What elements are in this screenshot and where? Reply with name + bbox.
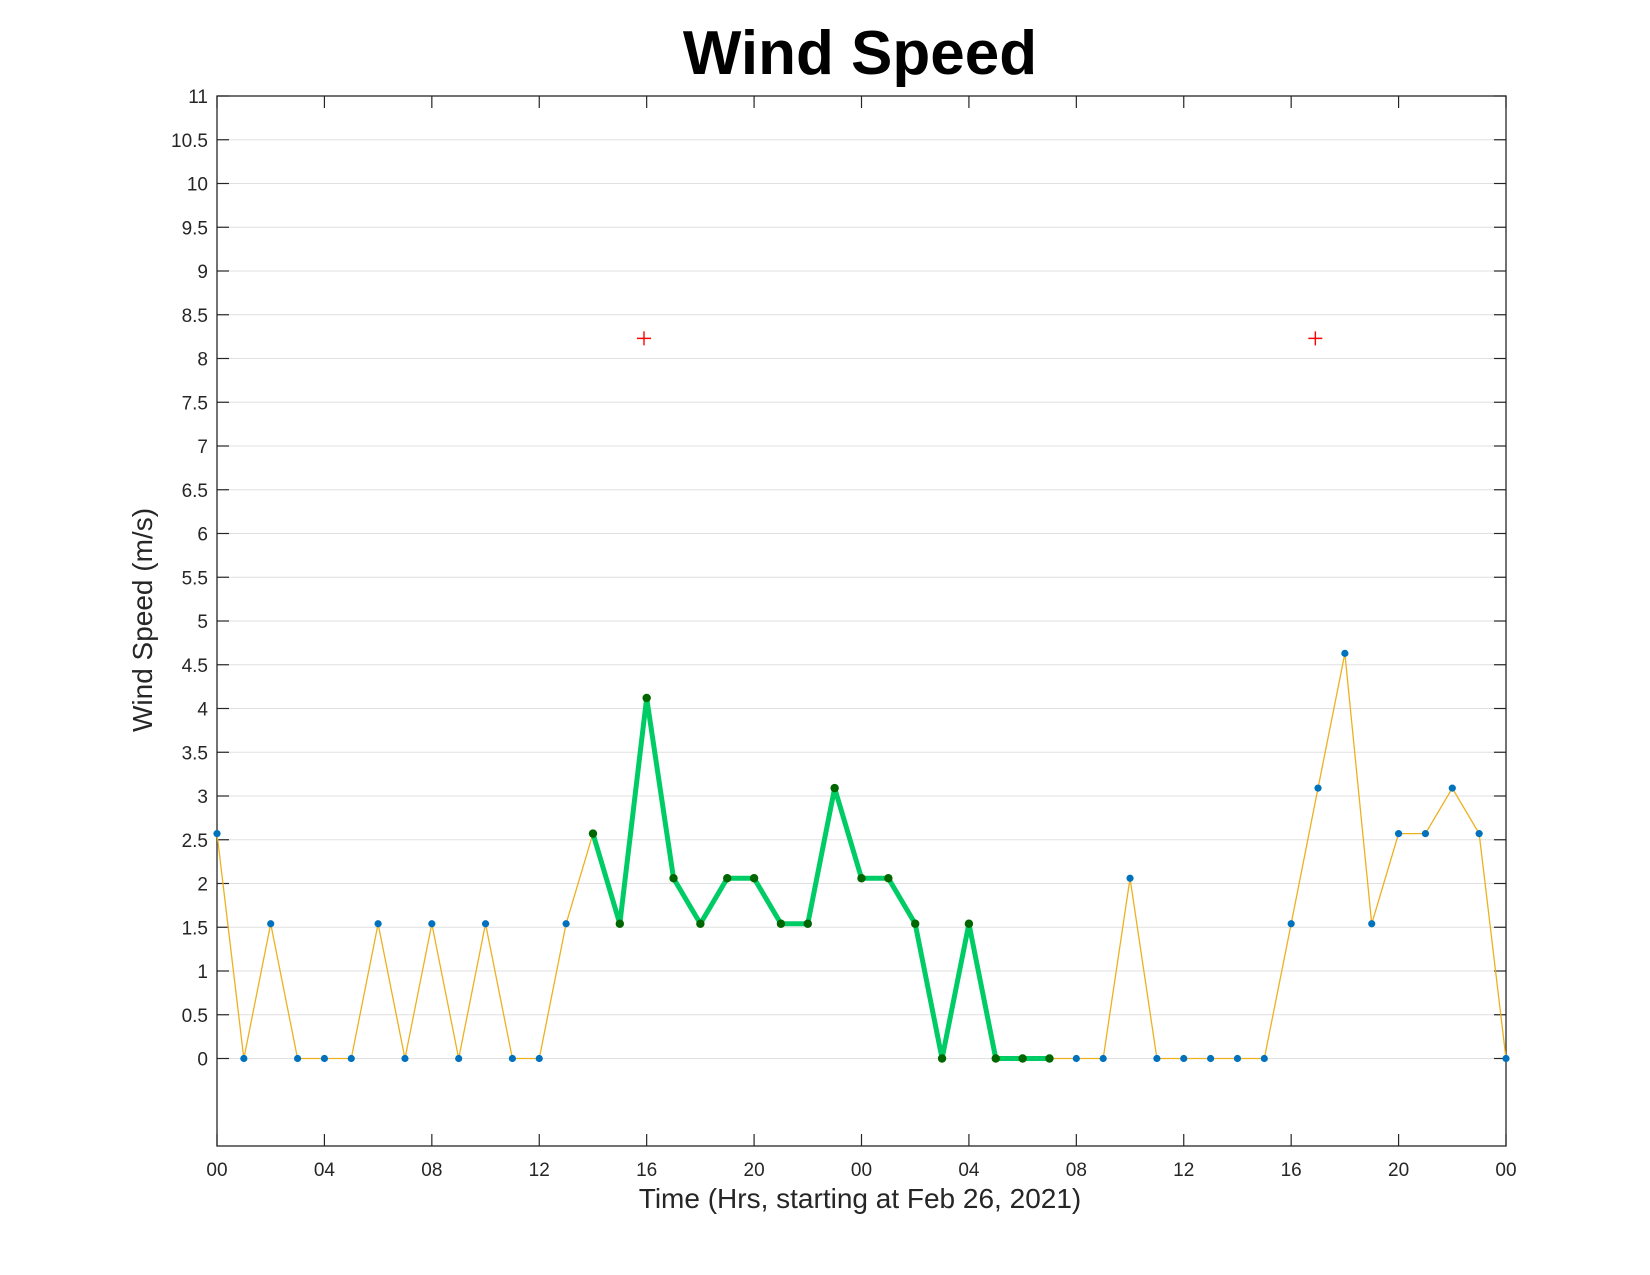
data-point [213,830,221,838]
highlight-data-point [964,919,974,928]
data-point [1072,1054,1080,1063]
data-point [401,1054,409,1063]
y-tick-label: 1 [197,962,208,983]
y-tick-label: 5 [197,612,208,633]
data-point [1233,1054,1242,1063]
y-tick-label: 4 [197,700,208,721]
highlight-data-point [1045,1054,1054,1063]
x-tick-label: 00 [206,1160,227,1181]
x-tick-label: 20 [1388,1160,1409,1181]
data-point [1099,1054,1107,1063]
data-point [1394,830,1403,838]
highlight-data-point [696,919,705,928]
y-tick-label: 2.5 [182,831,208,852]
data-point [535,1054,543,1063]
data-point [1421,830,1430,838]
data-point [240,1054,248,1063]
data-point [508,1054,516,1063]
y-tick-label: 5.5 [182,568,208,589]
y-tick-label: 8.5 [182,306,208,327]
data-point [562,920,570,928]
y-tick-label: 1.5 [182,918,208,939]
series-line-highlight [590,695,1050,1061]
data-point [455,1054,463,1063]
data-point [1260,1054,1268,1063]
y-tick-label: 4.5 [182,656,208,677]
y-tick-label: 3 [197,787,208,808]
y-tick-label: 2 [197,875,208,896]
highlight-data-point [830,783,839,793]
y-axis-label: Wind Speed (m/s) [127,508,158,732]
x-tick-label: 20 [744,1160,765,1181]
plot-area [213,331,1510,1063]
y-tick-label: 11 [188,87,208,108]
data-point [267,920,275,928]
x-tick-label: 12 [1173,1160,1194,1181]
data-point [1368,920,1376,928]
y-tick-label: 10.5 [171,131,208,152]
data-point [1448,784,1456,792]
highlight-data-point [937,1054,947,1063]
highlight-data-point [669,874,678,883]
data-point [1180,1054,1188,1063]
x-tick-label: 00 [1495,1160,1516,1181]
highlight-data-point [884,874,893,883]
highlight-data-point [642,693,651,703]
data-point [1287,920,1295,928]
y-tick-label: 3.5 [182,743,208,764]
x-tick-label: 08 [421,1160,442,1181]
x-axis-ticks: 00 04 08 12 16 20 00 04 08 12 16 20 00 [206,96,1517,1181]
x-tick-label: 16 [1281,1160,1302,1181]
y-tick-label: 9 [197,262,208,283]
highlight-data-point [588,829,598,838]
data-point [428,920,436,928]
data-point [481,920,490,928]
data-point [293,1054,302,1063]
y-tick-label: 9.5 [182,218,208,239]
highlight-data-point [749,874,759,883]
data-point [1475,830,1483,838]
y-tick-label: 7.5 [182,393,208,414]
x-tick-label: 00 [851,1160,872,1181]
y-tick-label: 6.5 [182,481,208,502]
highlight-data-point [776,919,786,928]
y-tick-label: 8 [197,350,208,371]
y-tick-label: 10 [187,175,208,196]
x-tick-label: 16 [636,1160,657,1181]
y-tick-label: 6 [197,525,208,546]
highlight-data-point [803,919,812,928]
grid-lines [217,95,1506,1059]
highlight-data-point [723,874,732,883]
data-point [1502,1054,1510,1063]
y-tick-label: 0.5 [182,1006,208,1027]
data-point [374,920,382,928]
y-tick-label: 0 [197,1050,208,1071]
data-point [1126,874,1134,882]
x-tick-label: 12 [529,1160,550,1181]
x-axis-label: Time (Hrs, starting at Feb 26, 2021) [639,1183,1081,1214]
highlight-data-point [857,874,866,883]
highlight-data-point [1018,1054,1027,1063]
data-point [1341,649,1349,657]
x-tick-label: 08 [1066,1160,1087,1181]
data-point [1314,784,1322,792]
plus-marker [636,331,651,346]
highlight-data-point [991,1054,1000,1063]
data-point [320,1054,329,1063]
highlight-data-point [615,919,625,928]
plus-marker [1308,331,1323,346]
highlight-data-point [911,919,920,928]
y-tick-label: 7 [197,437,208,458]
chart-title: Wind Speed [683,19,1037,88]
y-axis-ticks: 0 0.5 1 1.5 2 2.5 3 3.5 4 4.5 5 5.5 6 6.5 7 7.5 8 8.5 9 9.5… [171,87,1506,1071]
data-point [1207,1054,1215,1063]
data-point [347,1054,355,1063]
data-point [1153,1054,1161,1063]
x-tick-label: 04 [314,1160,336,1181]
series-line-wind-speed [216,653,1507,1060]
x-tick-label: 04 [958,1160,980,1181]
